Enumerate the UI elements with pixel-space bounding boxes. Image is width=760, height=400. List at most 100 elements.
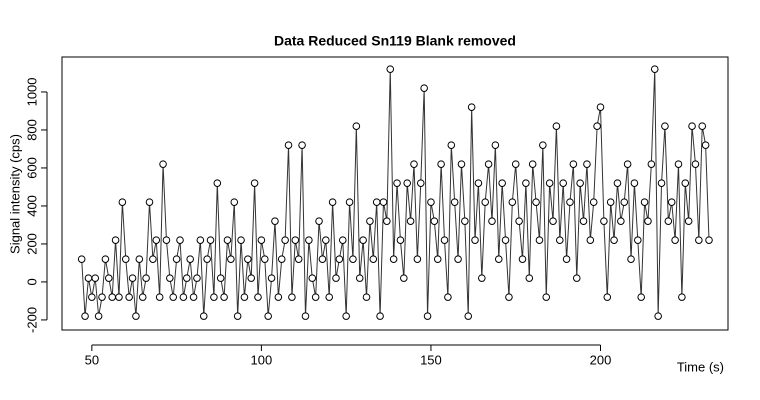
data-point [556,236,564,244]
data-point [189,293,198,301]
data-point [613,179,622,187]
data-point [596,103,605,111]
y-tick-label: -200 [24,307,39,333]
data-point [440,236,449,244]
y-tick-label: 0 [24,278,39,285]
data-point [88,293,96,301]
data-point [135,255,144,263]
x-tick-label: 150 [420,352,442,367]
data-point [328,198,337,206]
data-point [128,274,137,282]
data-point [162,236,171,244]
plot-box [61,56,729,331]
data-point [508,198,517,206]
data-point [281,236,289,244]
data-point [379,198,388,206]
data-point [647,160,656,168]
data-point [111,236,120,244]
data-point [372,198,381,206]
data-point [474,179,483,187]
data-point [369,255,378,263]
x-tick-label: 100 [251,352,273,367]
data-point [606,198,615,206]
data-point [610,236,618,244]
data-point [81,312,89,320]
data-point [104,274,113,282]
data-point [427,198,435,206]
data-point [260,255,269,263]
y-axis-label: Signal intensity (cps) [7,134,22,254]
data-point [620,198,629,206]
data-point [237,236,245,244]
data-point [349,255,357,263]
data-point [301,312,310,320]
y-tick-label: 1000 [24,77,39,106]
data-point [698,122,707,130]
chart-title: Data Reduced Sn119 Blank removed [274,33,516,49]
data-point [671,236,679,244]
data-point [247,274,256,282]
data-point [681,179,690,187]
data-point [227,255,235,263]
data-point [633,236,642,244]
data-point [152,236,161,244]
data-point [98,293,106,301]
data-point [535,236,544,244]
data-point [84,274,93,282]
data-point [196,236,205,244]
data-point [291,236,300,244]
data-point [623,160,632,168]
data-point [505,293,513,301]
data-point [545,179,554,187]
data-point [186,255,194,263]
data-point [498,179,506,187]
data-point [338,236,347,244]
data-point [393,179,401,187]
data-point [447,141,456,149]
data-point [101,255,110,263]
data-point [481,198,490,206]
data-point [118,198,127,206]
data-point [318,255,327,263]
data-point [637,293,645,301]
data-point [674,160,683,168]
data-point [650,65,659,73]
data-point [684,217,693,225]
data-point [406,217,415,225]
data-point [355,274,364,282]
data-point [325,293,334,301]
data-point [138,293,147,301]
data-point [494,255,503,263]
data-point [362,293,371,301]
data-point [569,160,578,168]
data-point [305,236,313,244]
data-point [216,274,225,282]
data-point [149,255,157,263]
data-point [145,198,154,206]
data-point [115,293,123,301]
data-point [108,293,116,301]
data-point [179,293,188,301]
data-point [522,179,530,187]
data-point [515,217,523,225]
data-point [240,293,249,301]
data-point [478,274,486,282]
x-tick-label: 50 [85,352,99,367]
data-point [250,179,259,187]
data-point [705,236,713,244]
data-point [142,274,150,282]
data-point [315,217,323,225]
data-point [562,255,571,263]
data-point [450,198,459,206]
data-point [464,312,473,320]
data-point [176,236,184,244]
data-point [600,217,608,225]
data-point [230,198,239,206]
data-point [430,217,439,225]
data-point [121,255,130,263]
data-point [559,179,567,187]
data-point [566,198,574,206]
data-point [583,160,591,168]
data-point [603,293,612,301]
